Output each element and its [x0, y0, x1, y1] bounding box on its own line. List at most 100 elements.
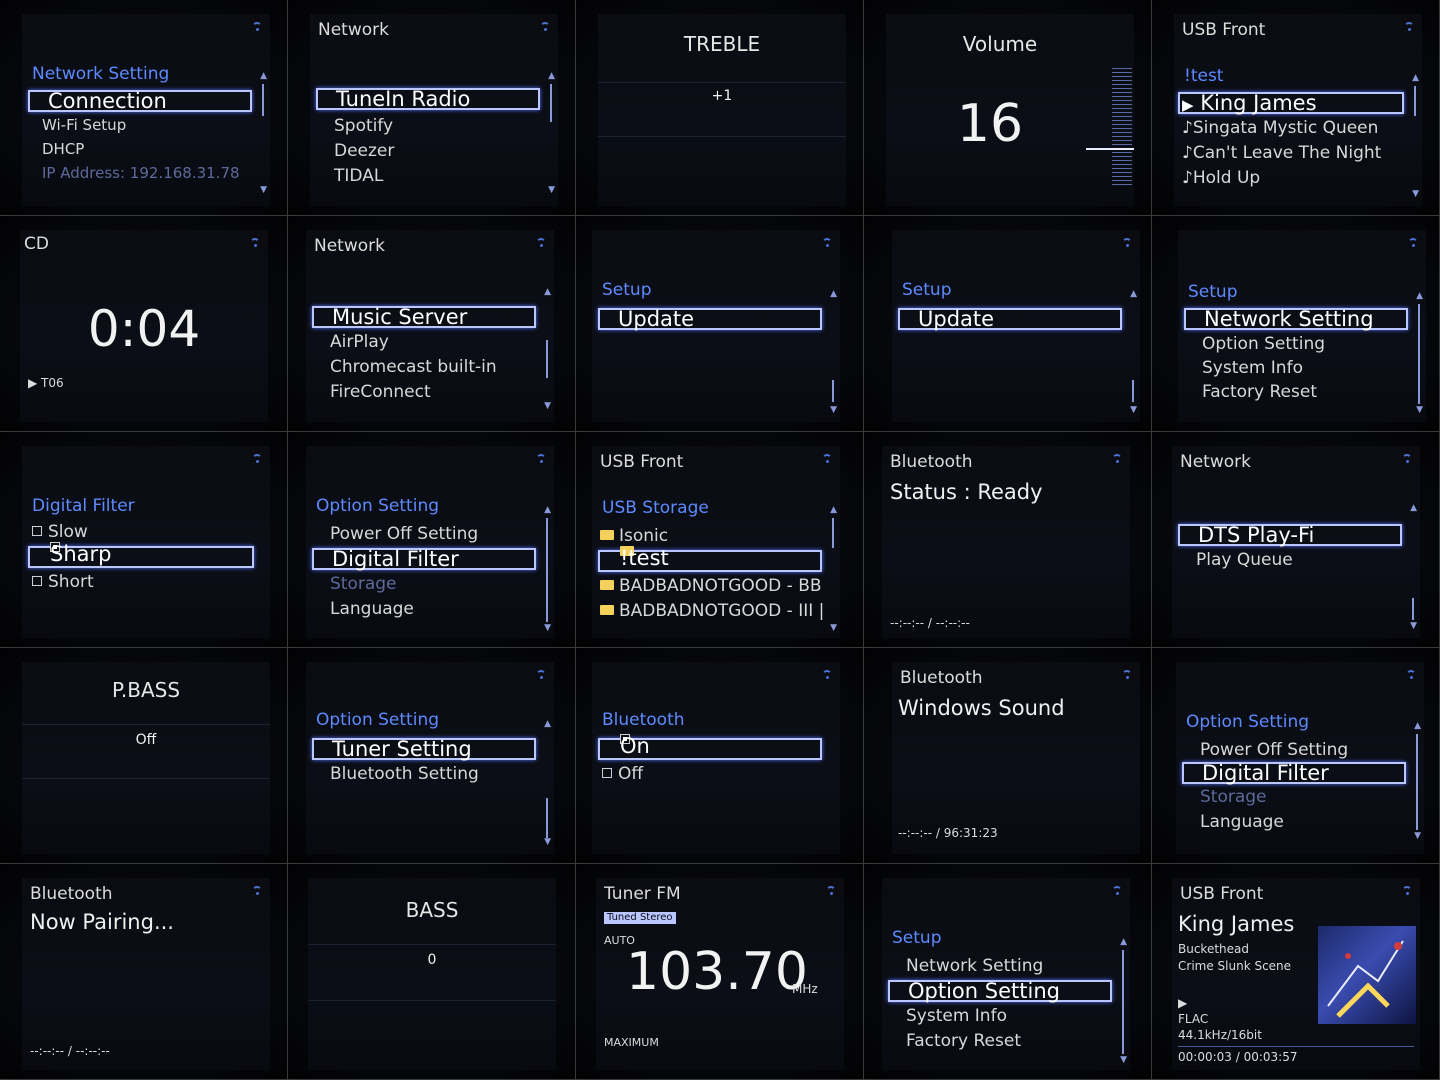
list-item[interactable]: ♪Hold Up [1182, 168, 1260, 188]
sample-rate: 44.1kHz/16bit [1178, 1028, 1262, 1042]
list-item[interactable]: Spotify [334, 116, 394, 136]
list-item[interactable]: Factory Reset [906, 1031, 1021, 1051]
selected-item[interactable]: Update [898, 307, 1122, 331]
scrollbar[interactable] [550, 84, 552, 122]
scroll-up-icon: ▲ [1120, 937, 1127, 947]
panel-option-setting-1: Option Setting Power Off Setting Digital… [288, 432, 576, 648]
list-item[interactable]: TIDAL [334, 166, 384, 186]
list-item[interactable]: Network Setting [906, 956, 1044, 976]
panel-usb-tracks: USB Front !test ▶ King James ♪Singata My… [1152, 0, 1440, 216]
album-art-drawing [1327, 940, 1404, 1018]
folder-item[interactable]: Isonic [600, 526, 668, 546]
list-item[interactable]: AirPlay [330, 332, 389, 352]
folder-item[interactable]: BADBADNOTGOOD - III | [600, 601, 824, 621]
selected-item[interactable]: Network Setting [1184, 307, 1408, 331]
selected-item[interactable]: DTS Play-Fi [1178, 523, 1402, 547]
display: Option Setting Tuner Setting Bluetooth S… [306, 662, 554, 854]
selected-label: Connection [48, 89, 167, 113]
volume-level-marker[interactable] [1086, 148, 1134, 150]
list-item[interactable]: System Info [1202, 358, 1303, 378]
playback-time: --:--:-- / --:--:-- [30, 1044, 110, 1058]
panel-volume: Volume 16 [864, 0, 1152, 216]
selected-item[interactable]: Option Setting [888, 979, 1112, 1003]
option-short[interactable]: Short [32, 572, 94, 592]
list-item[interactable]: FireConnect [330, 382, 431, 402]
bluetooth-status: Status : Ready [890, 480, 1043, 504]
list-item[interactable]: Chromecast built-in [330, 357, 497, 377]
selected-item[interactable]: Music Server [312, 305, 536, 329]
scrollbar[interactable] [1416, 734, 1418, 830]
setting-title: TREBLE [683, 32, 761, 56]
scrollbar[interactable] [262, 84, 264, 116]
selected-item[interactable]: Sharp [28, 542, 254, 568]
scroll-up-icon: ▲ [1416, 291, 1423, 301]
tuned-stereo-badge: Tuned Stereo [604, 912, 676, 924]
selected-label: ▶ King James [1182, 91, 1317, 115]
list-item[interactable]: DHCP [42, 140, 85, 158]
selected-label: Tuner Setting [332, 737, 472, 761]
section-title: Digital Filter [32, 496, 135, 516]
selected-item[interactable]: TuneIn Radio [316, 87, 540, 111]
scrollbar[interactable] [546, 798, 548, 838]
header-label: Network [314, 236, 385, 256]
selected-item[interactable]: !test [598, 546, 822, 572]
selected-item[interactable]: Tuner Setting [312, 737, 536, 761]
track-indicator: ▶ T06 [28, 376, 64, 390]
scroll-down-icon: ▼ [260, 185, 267, 195]
scrollbar[interactable] [1418, 304, 1420, 404]
scrollbar[interactable] [1414, 86, 1416, 116]
list-item[interactable]: Factory Reset [1202, 382, 1317, 402]
section-title: Setup [602, 280, 652, 300]
track-number: T06 [41, 376, 64, 390]
scrollbar[interactable] [1412, 598, 1414, 620]
wifi-icon [250, 238, 260, 247]
list-item[interactable]: Option Setting [1202, 334, 1326, 354]
display: Setup Network Setting Option Setting Sys… [1178, 230, 1426, 422]
selected-item[interactable]: On [598, 734, 822, 760]
progress-bar[interactable] [1178, 1046, 1414, 1047]
section-title: Network Setting [32, 64, 170, 84]
scrollbar[interactable] [546, 518, 548, 622]
section-title: Option Setting [316, 710, 440, 730]
display: Bluetooth Status : Ready --:--:-- / --:-… [882, 446, 1130, 638]
selected-item[interactable]: ▶ King James [1178, 91, 1404, 115]
wifi-icon [252, 886, 262, 895]
list-item[interactable]: Language [330, 599, 414, 619]
list-item[interactable]: Wi-Fi Setup [42, 116, 127, 134]
list-item[interactable]: Play Queue [1196, 550, 1293, 570]
playback-time: 00:00:03 / 00:03:57 [1178, 1050, 1298, 1064]
list-item[interactable]: ♪Can't Leave The Night [1182, 143, 1381, 163]
selected-item[interactable]: Digital Filter [1182, 761, 1406, 785]
scroll-up-icon: ▲ [544, 505, 551, 515]
wifi-icon [536, 238, 546, 247]
header-label: USB Front [1180, 884, 1264, 904]
scrollbar[interactable] [1122, 950, 1124, 1054]
scroll-down-icon: ▼ [548, 185, 555, 195]
option-off[interactable]: Off [602, 764, 643, 784]
list-item[interactable]: Deezer [334, 141, 395, 161]
list-item[interactable]: ♪Singata Mystic Queen [1182, 118, 1378, 138]
option-slow[interactable]: Slow [32, 522, 88, 542]
list-item[interactable]: Language [1200, 812, 1284, 832]
wifi-icon [536, 670, 546, 679]
panel-setup-update-1: Setup Update ▲ ▼ [576, 216, 864, 432]
selected-item[interactable]: Digital Filter [312, 547, 536, 571]
wifi-icon [826, 886, 836, 895]
scrollbar[interactable] [832, 380, 834, 402]
scrollbar[interactable] [832, 518, 834, 548]
scrollbar[interactable] [1132, 380, 1134, 402]
folder-item[interactable]: BADBADNOTGOOD - BB [600, 576, 822, 596]
display: Tuner FM Tuned Stereo AUTO 103.70 MHz MA… [596, 878, 844, 1070]
selected-item[interactable]: Connection [28, 89, 252, 113]
setting-title: P.BASS [111, 678, 181, 702]
playback-time: --:--:-- / --:--:-- [890, 616, 970, 630]
list-item[interactable]: Power Off Setting [1200, 740, 1349, 760]
list-item[interactable]: Power Off Setting [330, 524, 479, 544]
list-item[interactable]: System Info [906, 1006, 1007, 1026]
list-item[interactable]: Bluetooth Setting [330, 764, 479, 784]
selected-item[interactable]: Update [598, 307, 822, 331]
display: P.BASS Off [22, 662, 270, 854]
header-label: Tuner FM [604, 884, 681, 904]
scrollbar[interactable] [546, 340, 548, 378]
